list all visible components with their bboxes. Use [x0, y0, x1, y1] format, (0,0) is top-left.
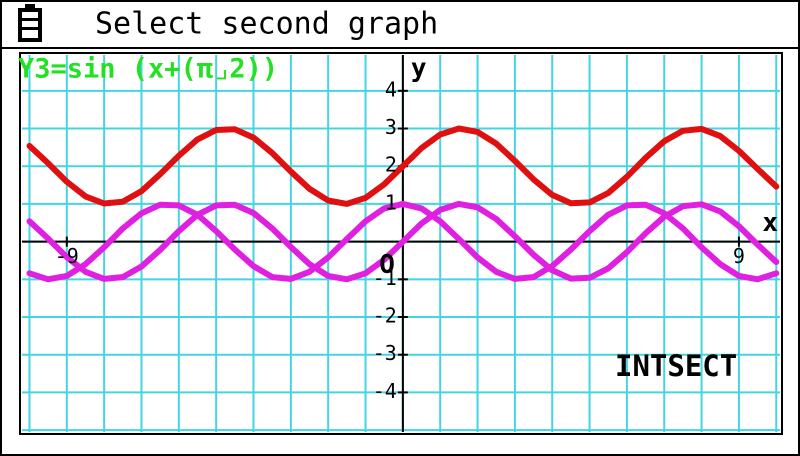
- x-axis-name: x: [762, 208, 778, 238]
- y-axis-name: y: [411, 54, 427, 84]
- y-tick-label: 3: [385, 115, 397, 139]
- y-tick-label: 4: [385, 77, 397, 101]
- y-tick-label: 1: [385, 190, 397, 214]
- selected-formula: Y3=sin (x+(π⌟2)): [18, 54, 278, 85]
- y-tick-label: -4: [373, 379, 397, 403]
- origin-label: O: [379, 250, 395, 280]
- y-tick-label: -1: [373, 266, 397, 290]
- curves: [26, 125, 780, 283]
- y-tick-label: -3: [373, 341, 397, 365]
- curve: [26, 200, 780, 283]
- y-tick-label: -2: [373, 304, 397, 328]
- plot-frame: [19, 52, 783, 435]
- screen-title: Select second graph: [95, 7, 438, 42]
- x-tick-label: 9: [733, 244, 745, 268]
- curve: [26, 200, 780, 283]
- y-tick-label: 2: [385, 153, 397, 177]
- curve: [26, 125, 780, 207]
- status-label: INTSECT: [615, 349, 737, 383]
- labels: -4 -3 -2 -1 1 2 3 4 -9 9 Ox y: [55, 54, 778, 403]
- x-tick-label: -9: [55, 244, 79, 268]
- battery-icon: [18, 4, 42, 42]
